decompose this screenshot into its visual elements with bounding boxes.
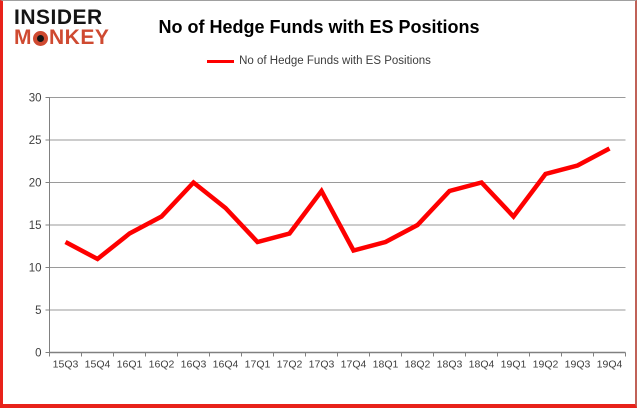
x-axis-label: 17Q2 xyxy=(277,359,303,371)
legend-label: No of Hedge Funds with ES Positions xyxy=(239,55,431,67)
monkey-face-icon xyxy=(33,30,48,46)
x-axis-label: 16Q3 xyxy=(181,359,207,371)
line-chart: 0 5 10 15 20 25 30 15Q3 15Q4 16Q1 16Q2 16Q3 16Q4 17Q1… xyxy=(29,93,626,371)
x-axis-label: 17Q3 xyxy=(309,359,335,371)
x-axis-label: 19Q2 xyxy=(533,359,559,371)
y-axis-label: 25 xyxy=(29,135,42,147)
x-axis-label: 15Q4 xyxy=(85,359,111,371)
y-axis-label: 30 xyxy=(29,93,42,105)
x-axis-label: 19Q1 xyxy=(501,359,527,371)
data-series-line xyxy=(64,146,611,262)
x-axis-label: 16Q2 xyxy=(149,359,175,371)
x-axis-label: 15Q3 xyxy=(53,359,79,371)
x-axis-label: 18Q4 xyxy=(469,359,495,371)
x-axis-label: 19Q3 xyxy=(565,359,591,371)
x-axis-label: 18Q3 xyxy=(437,359,463,371)
x-axis-label: 18Q2 xyxy=(405,359,431,371)
x-axis-label: 16Q1 xyxy=(117,359,143,371)
x-axis-label: 18Q1 xyxy=(373,359,399,371)
y-axis-label: 15 xyxy=(29,220,42,232)
x-axis-label: 17Q4 xyxy=(341,359,367,371)
x-axis-label: 17Q1 xyxy=(245,359,271,371)
y-axis-label: 0 xyxy=(35,348,41,360)
y-axis-label: 10 xyxy=(29,263,42,275)
legend-line-swatch xyxy=(207,59,235,63)
x-axis-label: 19Q4 xyxy=(597,359,623,371)
y-axis-label: 5 xyxy=(35,305,41,317)
chart-legend: No of Hedge Funds with ES Positions xyxy=(3,55,635,67)
logo-text-insider: INSIDER xyxy=(14,6,103,29)
chart-title: No of Hedge Funds with ES Positions xyxy=(158,17,480,37)
y-axis-label: 20 xyxy=(29,178,42,190)
x-axis-label: 16Q4 xyxy=(213,359,239,371)
